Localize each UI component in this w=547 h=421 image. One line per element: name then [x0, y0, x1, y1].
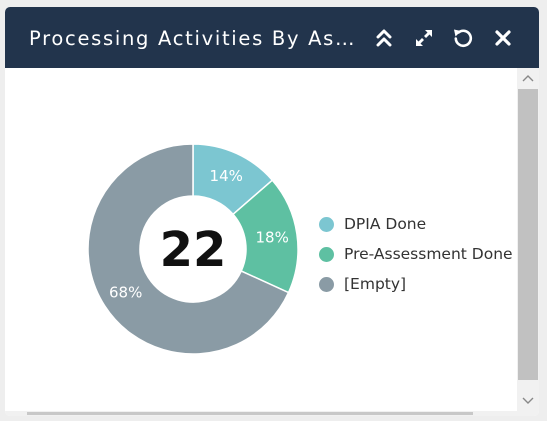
slice-percent-label: 14%: [210, 167, 243, 185]
widget-header: Processing Activities By Assessment Stat…: [5, 7, 539, 68]
donut-slice-empty[interactable]: [87, 143, 290, 355]
chevron-down-icon: [522, 397, 534, 404]
chart-legend: DPIA Done Pre-Assessment Done [Empty]: [319, 209, 513, 299]
donut-chart: 14% 18% 68% 22: [87, 143, 299, 355]
legend-item[interactable]: Pre-Assessment Done: [319, 239, 513, 269]
refresh-icon: [454, 29, 473, 48]
widget-title: Processing Activities By Assessment Stat…: [29, 27, 363, 50]
horizontal-scrollbar[interactable]: [5, 411, 517, 416]
center-total-label: 22: [160, 222, 227, 278]
close-icon: [495, 30, 511, 46]
donut-slice-pre-assessment-done[interactable]: [231, 179, 299, 294]
slice-percent-label: 68%: [109, 283, 142, 301]
collapse-button[interactable]: [371, 25, 397, 51]
vertical-scrollbar[interactable]: [517, 68, 539, 416]
legend-item[interactable]: DPIA Done: [319, 209, 513, 239]
slice-percent-label: 18%: [256, 229, 289, 247]
vertical-scroll-thumb[interactable]: [518, 89, 538, 380]
legend-swatch: [319, 216, 334, 232]
legend-swatch: [319, 246, 334, 262]
legend-label: Pre-Assessment Done: [344, 245, 513, 263]
chevron-up-icon: [522, 75, 534, 82]
refresh-button[interactable]: [450, 25, 476, 51]
legend-item[interactable]: [Empty]: [319, 269, 513, 299]
legend-label: [Empty]: [344, 275, 407, 293]
close-button[interactable]: [490, 25, 516, 51]
expand-button[interactable]: [411, 25, 437, 51]
scroll-down-button[interactable]: [517, 391, 539, 411]
donut-hole: [141, 197, 245, 301]
chevron-double-up-icon: [376, 29, 392, 47]
widget-body: 14% 18% 68% 22 DPIA Done Pre-Assessment Don…: [5, 68, 539, 416]
legend-label: DPIA Done: [344, 215, 427, 233]
expand-icon: [416, 30, 432, 46]
horizontal-scroll-thumb[interactable]: [27, 412, 473, 415]
legend-swatch: [319, 276, 334, 292]
scroll-up-button[interactable]: [517, 68, 539, 88]
dashboard-widget: Processing Activities By Assessment Stat…: [5, 7, 539, 416]
